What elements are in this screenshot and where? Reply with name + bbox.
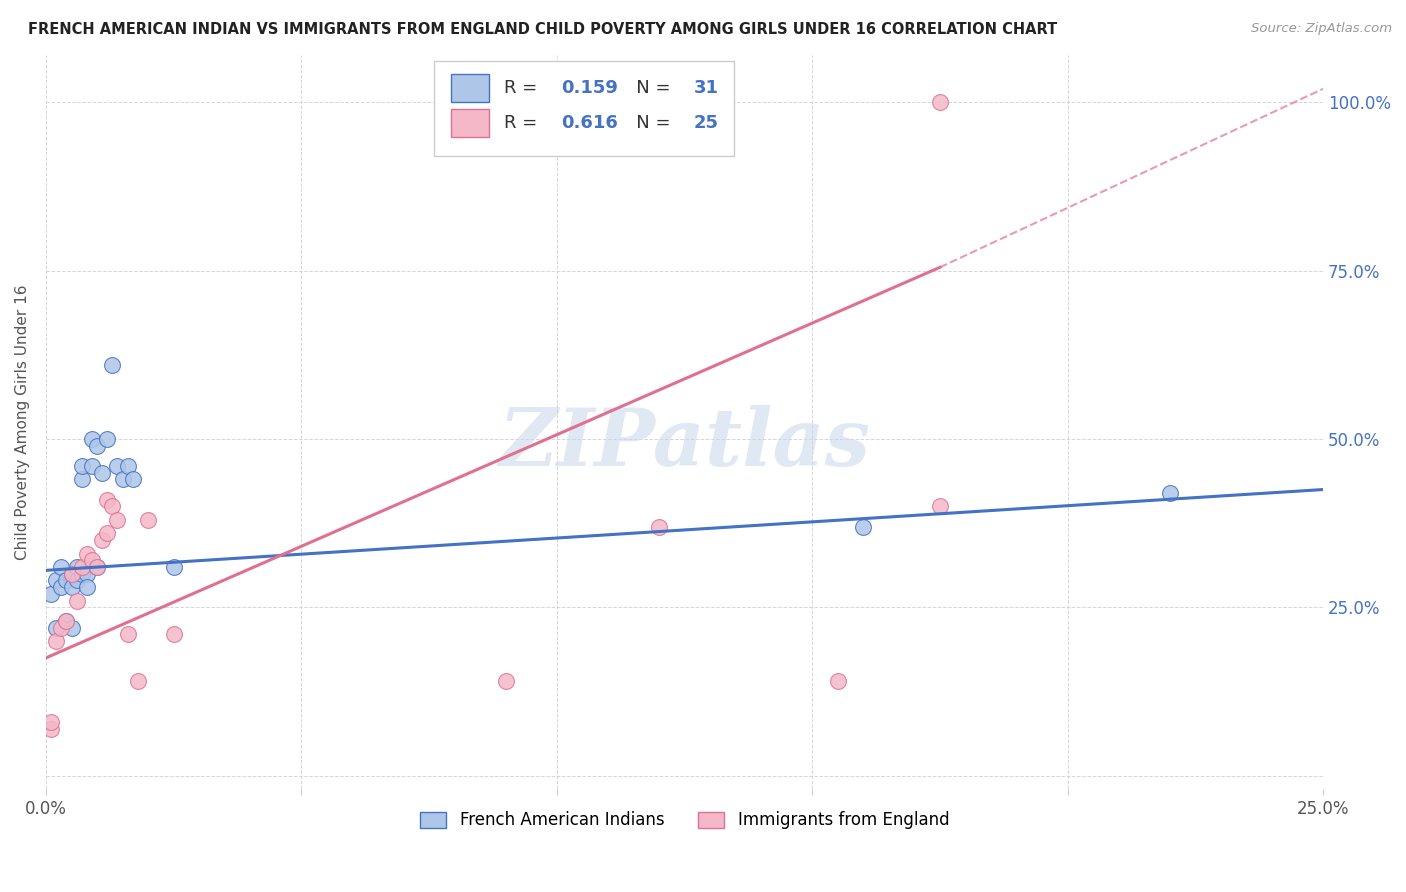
Point (96, 526, 118, 541)
Point (45, 574, 67, 588)
Point (70, 458, 93, 473)
Text: 31: 31 (693, 79, 718, 97)
Point (76, 547, 98, 561)
Point (86, 560, 108, 574)
Point (101, 500, 124, 514)
Point (1159, 486, 1181, 500)
Point (96, 432, 118, 446)
Point (65, 574, 87, 588)
Point (163, 627, 186, 641)
Point (60, 621, 83, 635)
Point (65, 593, 87, 607)
Point (70, 472, 93, 486)
Text: 0.616: 0.616 (561, 114, 617, 132)
Point (117, 627, 139, 641)
Point (39, 714, 62, 729)
Point (80, 458, 103, 473)
Text: ZIPatlas: ZIPatlas (499, 406, 870, 483)
Point (60, 580, 83, 594)
Text: Source: ZipAtlas.com: Source: ZipAtlas.com (1251, 22, 1392, 36)
Text: N =: N = (620, 79, 676, 97)
Point (60, 566, 83, 581)
Point (136, 513, 159, 527)
Text: N =: N = (620, 114, 676, 132)
Point (65, 560, 87, 574)
Text: 0.159: 0.159 (561, 79, 617, 97)
Text: FRENCH AMERICAN INDIAN VS IMMIGRANTS FROM ENGLAND CHILD POVERTY AMONG GIRLS UNDE: FRENCH AMERICAN INDIAN VS IMMIGRANTS FRO… (28, 22, 1057, 37)
Point (852, 519, 875, 533)
Point (51, 621, 73, 635)
Point (45, 634, 67, 648)
Point (80, 553, 103, 567)
Point (55, 614, 77, 628)
Point (76, 566, 98, 581)
Point (117, 458, 139, 473)
Point (55, 614, 77, 628)
Text: 25: 25 (693, 114, 718, 132)
FancyBboxPatch shape (451, 74, 489, 102)
Point (60, 566, 83, 581)
Point (127, 674, 149, 689)
Text: R =: R = (505, 114, 544, 132)
Point (827, 674, 849, 689)
FancyBboxPatch shape (451, 110, 489, 137)
Point (70, 560, 93, 574)
Point (929, 95, 952, 110)
Point (39, 587, 62, 601)
Point (80, 432, 103, 446)
Point (121, 472, 143, 486)
Point (495, 674, 517, 689)
Point (45, 621, 67, 635)
FancyBboxPatch shape (434, 61, 734, 156)
Point (101, 358, 124, 372)
Point (86, 560, 108, 574)
Point (163, 560, 186, 574)
Legend: French American Indians, Immigrants from England: French American Indians, Immigrants from… (413, 805, 956, 836)
Point (51, 580, 73, 594)
Point (51, 560, 73, 574)
Point (76, 580, 98, 594)
Point (91, 466, 114, 480)
Text: R =: R = (505, 79, 544, 97)
Point (96, 492, 118, 507)
Point (39, 722, 62, 736)
Point (648, 519, 671, 533)
Point (86, 439, 108, 453)
Point (70, 566, 93, 581)
Point (91, 533, 114, 547)
Y-axis label: Child Poverty Among Girls Under 16: Child Poverty Among Girls Under 16 (15, 285, 30, 560)
Point (107, 513, 129, 527)
Point (929, 500, 952, 514)
Point (111, 472, 134, 486)
Point (55, 574, 77, 588)
Point (107, 458, 129, 473)
